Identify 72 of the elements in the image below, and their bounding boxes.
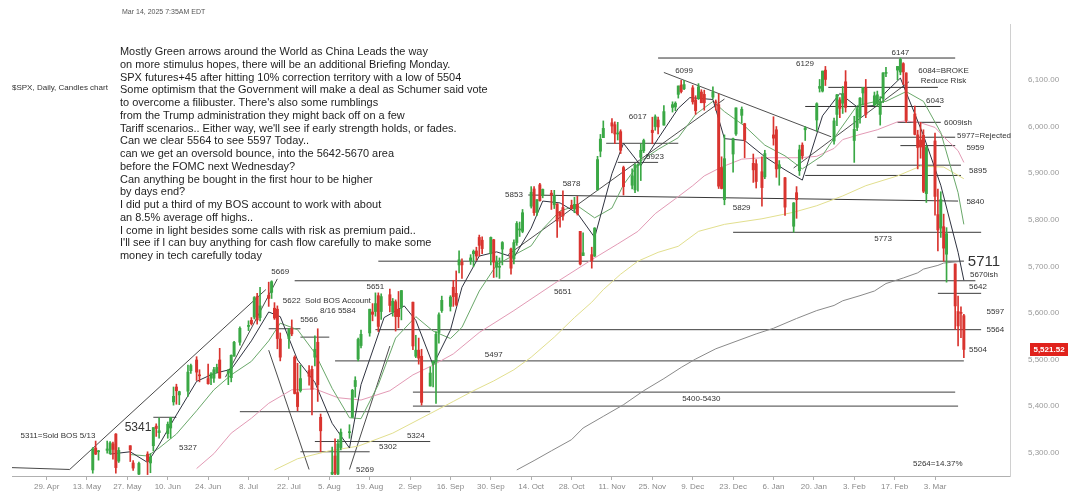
annotation: 5324 [406, 431, 426, 441]
x-tick-label: 8. Jul [238, 482, 259, 491]
annotation: 5497 [484, 350, 504, 360]
x-tick-label: 29. Apr [33, 482, 60, 491]
x-tick-label: 3. Mar [923, 482, 947, 491]
x-tick-label: 13. May [72, 482, 102, 491]
annotation: 6129 [796, 59, 815, 69]
annotation: 5853 [505, 190, 524, 200]
x-tick-label: 9. Dec [681, 482, 705, 491]
annotation: Sold BOS Account 8/16 5584 [304, 295, 372, 315]
x-tick-label: 19. Aug [356, 482, 384, 491]
annotation: 6147 [891, 47, 910, 57]
annotation: 5711 [967, 252, 1001, 270]
y-tick-label: 6,100.00 [1028, 75, 1060, 85]
x-tick-label: 11. Nov [598, 482, 626, 491]
annotation: 5829 [732, 202, 752, 212]
annotation: 5400-5430 [682, 394, 721, 404]
annotation: 5597 [986, 306, 1005, 316]
y-tick-label: 5,700.00 [1028, 261, 1060, 271]
annotation: 5504 [969, 345, 988, 355]
annotation: 6043 [926, 96, 945, 106]
x-tick-label: 17. Feb [881, 482, 909, 491]
annotation: 5669 [271, 267, 290, 277]
annotation: 5564 [986, 324, 1005, 334]
x-tick-label: 3. Feb [842, 482, 867, 491]
text: Mostly Green arrows around the World as China Leads the way on more stimulus hopes, there will be an additional Briefing Monday. SPX futures+45 after hitting 10% correction territory with a low of 5504 Some optimism that the Government will make a deal as Schumer said vote to overcome a filibuster. There's also some rumblings from the Trump administration they might back off on a few Tariff scenarios.. Either way, we'll see if early strength holds, or fades. Can we clear 5564 to see 5597 Today.. can we get an oversold bounce, into the 5642-5670 area before the FOMC next Wednesday? Can anything be bought in the first hour to be higher by days end? I did put a third of my BOS account to work with about an 8.5% average off highs.. I come in light besides some calls with risk as premium paid.. I'll see if I can buy anything for cash flow carefully to make some money in tech carefully today [120, 45, 488, 262]
annotation: 5269 [356, 464, 375, 474]
annotation: 6084=BROKE Reduce Risk [918, 66, 969, 86]
annotation: 5341 [124, 420, 152, 435]
annotation: 5642 [969, 282, 988, 292]
annotation: 5878 [562, 179, 581, 189]
annotation: 5840 [966, 197, 985, 207]
x-tick-label: 16. Sep [436, 482, 465, 491]
annotation: 5651 [553, 286, 573, 296]
y-tick-label: 5,800.00 [1028, 214, 1060, 224]
x-tick-label: 25. Nov [638, 482, 667, 491]
text: $SPX, Daily, Candles chart [12, 83, 109, 93]
annotation: 5327 [179, 442, 198, 452]
y-tick-label: 5,300.00 [1028, 447, 1060, 457]
x-tick-label: 20. Jan [800, 482, 827, 491]
annotation: 5923 [646, 152, 665, 162]
annotation: 5773 [874, 234, 893, 244]
x-tick-label: 24. Jun [195, 482, 222, 491]
y-tick-label: 6,000.00 [1028, 121, 1060, 131]
annotation: 5651 [366, 282, 385, 292]
x-tick-label: 27. May [113, 482, 142, 491]
y-tick-label: 5,500.00 [1028, 354, 1060, 364]
x-tick-label: 6. Jan [762, 482, 785, 491]
annotation: 6099 [675, 65, 694, 75]
x-tick-label: 22. Jul [277, 482, 301, 491]
annotation: 5264=14.37% [913, 458, 963, 468]
x-tick-label: 30. Sep [477, 482, 506, 491]
annotation: 5977=Rejected [956, 130, 1012, 140]
text: 5,521.52 [1033, 344, 1066, 354]
y-tick-label: 5,400.00 [1028, 401, 1060, 411]
x-tick-label: 5. Aug [317, 482, 341, 491]
annotation: 5670ish [969, 270, 998, 280]
annotation: 5959 [966, 142, 985, 152]
annotation: 5622 [282, 295, 302, 305]
annotation: 5311=Sold BOS 5/13 [20, 430, 96, 440]
x-tick-label: 2. Sep [398, 482, 423, 491]
annotation: 5566 [300, 314, 319, 324]
annotation: 6017 [628, 111, 648, 121]
x-tick-label: 10. Jun [154, 482, 181, 491]
annotation: 5895 [969, 166, 988, 176]
x-tick-label: 14. Oct [518, 482, 545, 491]
annotation: 6009ish [943, 118, 972, 128]
x-tick-label: 28. Oct [558, 482, 586, 491]
y-tick-label: 5,600.00 [1028, 308, 1060, 318]
x-tick-label: 23. Dec [719, 482, 747, 491]
y-tick-label: 5,900.00 [1028, 168, 1060, 178]
annotation: 5302 [379, 441, 398, 451]
